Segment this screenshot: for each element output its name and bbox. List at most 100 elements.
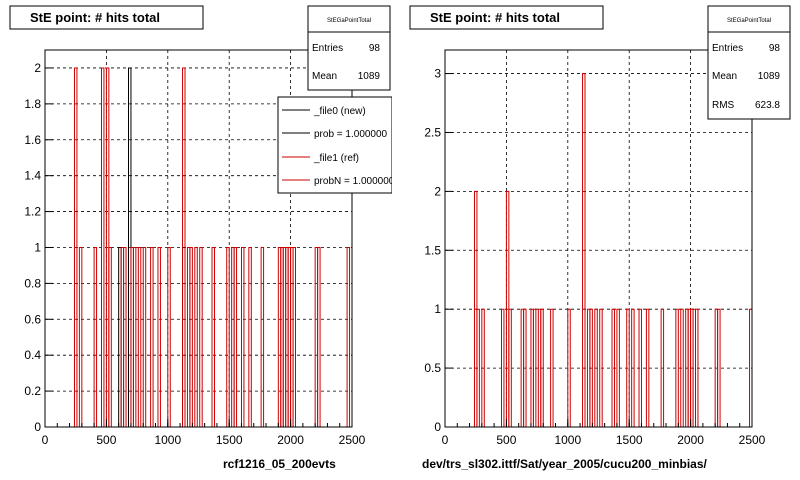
panel-right-x-ticks: 0 500 1000 1500 2000 2500 [442,419,766,447]
panel-right-stats-rms-label: RMS [712,100,735,111]
histogram-bar [211,246,215,427]
panel-right-histogram [445,73,753,428]
x-tick-label: 1000 [554,433,581,447]
panel-right-stats-header: StEGaPointTotal [727,18,771,24]
histogram-bar [240,246,245,427]
x-tick-label: 500 [496,433,516,447]
legend-label-ref: _file1 (ref) [313,153,359,164]
histogram-bar [194,246,198,427]
panel-left-title: StE point: # hits total [30,10,160,25]
legend-label-probn: probN = 1.000000 [314,176,395,187]
panel-right-x-label: dev/trs_sl302.ittf/Sat/year_2005/cucu200… [422,457,707,471]
panel-left-x-label: rcf1216_05_200evts [223,457,336,471]
x-tick-label: 2000 [277,433,304,447]
panel-divider [392,0,400,480]
panel-left-frame [44,49,353,428]
panel-right: StE point: # hits total 0 0.5 1 1.5 2 2.5 3 0 5… [409,5,791,471]
y-tick-label: 2 [434,184,441,198]
histogram-bar [675,308,679,427]
panel-left-x-ticks: 0 500 1000 1500 2000 2500 [42,419,366,447]
histogram-bar [550,308,554,427]
histogram-bar [157,246,161,427]
y-tick-label: 1.2 [24,205,41,219]
histogram-bar [317,246,321,427]
histogram-bar [150,246,154,427]
histogram-bar [78,246,83,427]
histogram-bar [233,246,238,427]
panel-right-stats-mean-value: 1089 [758,71,781,82]
histogram-bar [589,308,593,427]
histogram-bar [108,246,112,427]
panel-right-stats-entries-label: Entries [712,43,743,54]
y-tick-label: 2.5 [424,125,441,139]
histogram-bar [645,308,650,427]
histogram-bar [93,246,98,427]
x-tick-label: 500 [96,433,116,447]
histogram-bar [292,246,297,427]
histogram-bar [660,308,665,427]
histogram-bar [567,308,571,427]
x-tick-label: 0 [42,433,49,447]
x-tick-label: 2000 [677,433,704,447]
y-tick-label: 1.6 [24,133,41,147]
histogram-bar [594,308,598,427]
y-tick-label: 3 [434,67,441,81]
y-tick-label: 0.4 [24,348,41,362]
histogram-bar [248,246,252,427]
histogram-bar [695,308,699,427]
panel-right-stats-mean-label: Mean [712,71,737,82]
y-tick-label: 1.8 [24,97,41,111]
histogram-bar [189,246,193,427]
panel-right-frame [444,49,753,428]
panel-left-stats-entries-value: 98 [369,43,381,54]
y-tick-label: 0.6 [24,312,41,326]
histogram-bar [500,308,505,427]
panel-left-y-ticks: 0 0.2 0.4 0.6 0.8 1 1.2 1.4 1.6 1.8 2 [24,61,53,434]
y-tick-label: 0 [34,420,41,434]
histogram-bar [611,308,615,427]
panel-right-title-box [409,5,604,30]
panel-right-grid [445,50,752,427]
histogram-bar [226,246,230,427]
histogram-bar [73,67,78,427]
histogram-bar [260,246,265,427]
histogram-bar [182,67,186,427]
histogram-bar [680,308,684,427]
panel-right-title: StE point: # hits total [430,10,560,25]
x-tick-label: 1500 [216,433,243,447]
histogram-bar [481,308,485,427]
histogram-bar [626,308,630,427]
histogram-bar [599,308,603,427]
panel-left-stats-header: StEGaPointTotal [327,18,371,24]
histogram-bar [123,246,127,427]
x-tick-label: 1500 [616,433,643,447]
y-tick-label: 1.4 [24,169,41,183]
histogram-bar [638,308,642,427]
histogram-bar [167,246,171,427]
x-tick-label: 1000 [154,433,181,447]
x-tick-label: 2500 [739,433,766,447]
y-tick-label: 0 [434,420,441,434]
histogram-bar [137,246,142,427]
legend-label-new: _file0 (new) [313,106,366,117]
histogram-bar [717,308,721,427]
panel-left-stats-entries-label: Entries [312,43,343,54]
panel-left-stats-mean-value: 1089 [358,71,381,82]
x-tick-label: 0 [442,433,449,447]
panel-left: StE point: # hits total 0 0.2 0.4 0.6 0.8 1 1.… [9,5,395,471]
panel-right-stats-rms-value: 623.8 [755,100,780,111]
panel-left-title-box [9,5,204,30]
x-tick-label: 2500 [339,433,366,447]
histogram-bar [476,308,480,427]
histogram-bar [142,246,147,427]
histogram-bar [631,308,635,427]
histogram-bar [540,308,544,427]
histogram-bar [199,246,203,427]
y-tick-label: 1.5 [424,243,441,257]
y-tick-label: 1 [434,302,441,316]
panel-right-y-ticks: 0 0.5 1 1.5 2 2.5 3 [424,67,453,434]
histogram-bar [616,308,620,427]
panel-right-stats-box: StEGaPointTotal Entries 98 Mean 1089 RMS… [707,5,791,120]
y-tick-label: 0.8 [24,276,41,290]
